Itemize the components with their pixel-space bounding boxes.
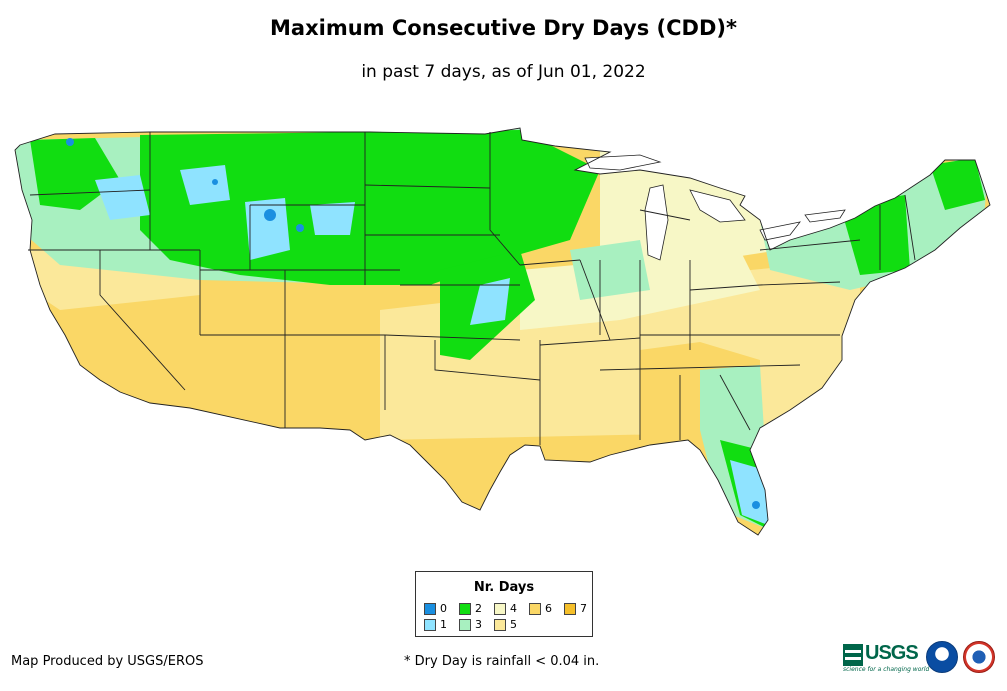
- dry-day-footnote: * Dry Day is rainfall < 0.04 in.: [404, 654, 600, 669]
- legend-swatch: [459, 603, 471, 615]
- legend-label: 0: [440, 602, 447, 615]
- legend-swatch: [424, 603, 436, 615]
- usgs-wave-icon: [843, 644, 863, 666]
- map-subtitle: in past 7 days, as of Jun 01, 2022: [361, 62, 646, 82]
- map-legend: Nr. Days 0 1 2 3 4 5 6 7: [415, 571, 593, 637]
- usgs-logo: USGS science for a changing world: [843, 642, 929, 673]
- legend-label: 3: [475, 618, 482, 631]
- legend-swatch: [564, 603, 576, 615]
- legend-swatch: [424, 619, 436, 631]
- legend-swatch: [494, 603, 506, 615]
- map-title: Maximum Consecutive Dry Days (CDD)*: [270, 16, 737, 40]
- usgs-logo-text: USGS: [865, 642, 919, 664]
- noaa-logo-icon: [926, 641, 958, 673]
- legend-label: 1: [440, 618, 447, 631]
- legend-label: 2: [475, 602, 482, 615]
- usgs-tagline: science for a changing world: [843, 666, 930, 673]
- legend-swatch: [459, 619, 471, 631]
- legend-swatch: [494, 619, 506, 631]
- dry-days-map: [14, 127, 991, 536]
- legend-title: Nr. Days: [473, 580, 535, 595]
- legend-label: 6: [545, 602, 552, 615]
- legend-label: 4: [510, 602, 517, 615]
- legend-swatch: [529, 603, 541, 615]
- legend-label: 5: [510, 618, 517, 631]
- nws-logo-icon: [963, 641, 995, 673]
- legend-label: 7: [580, 602, 587, 615]
- map-credit: Map Produced by USGS/EROS: [11, 654, 204, 669]
